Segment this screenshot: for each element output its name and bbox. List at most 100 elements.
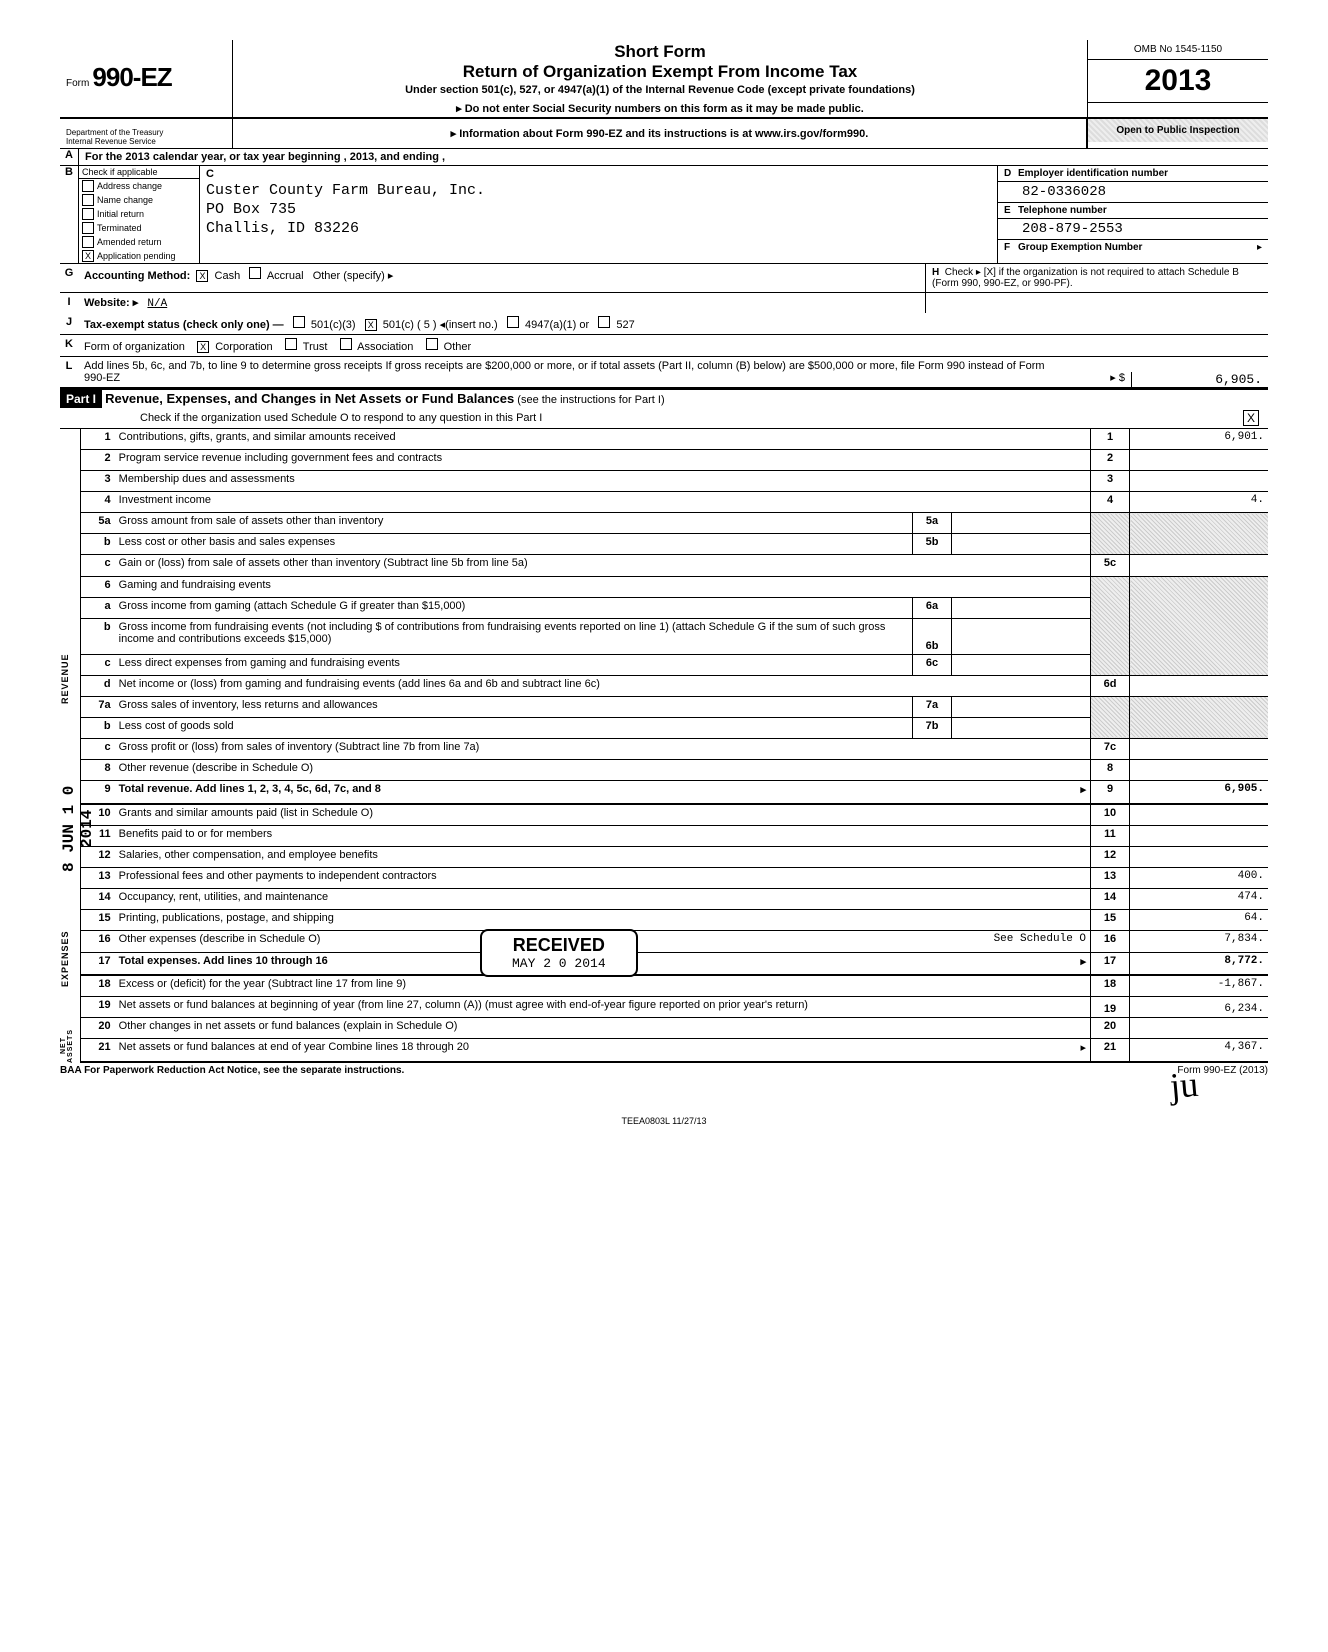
val-18: -1,867. <box>1130 975 1269 997</box>
chk-amended-return[interactable] <box>82 236 94 248</box>
chk-schedule-o[interactable]: X <box>1243 410 1259 426</box>
form-number: 990-EZ <box>92 62 171 92</box>
line-J: J Tax-exempt status (check only one) — 5… <box>60 313 1268 335</box>
letter-A: A <box>60 149 79 165</box>
part1-badge: Part I <box>60 390 102 408</box>
chk-initial-return[interactable] <box>82 208 94 220</box>
val-12 <box>1130 847 1269 868</box>
chk-cash[interactable]: X <box>196 270 208 282</box>
val-16: 7,834. <box>1130 931 1269 952</box>
line-L-arrow: ▸ $ <box>1059 368 1131 387</box>
footer: BAA For Paperwork Reduction Act Notice, … <box>60 1063 1268 1076</box>
title-box: Short Form Return of Organization Exempt… <box>233 40 1087 117</box>
chk-other-org[interactable] <box>426 338 438 350</box>
section-C: C Custer County Farm Bureau, Inc. PO Box… <box>200 166 998 263</box>
line-L-text: Add lines 5b, 6c, and 7b, to line 9 to d… <box>78 357 1059 387</box>
form-word: Form <box>66 78 89 89</box>
initials-signature: ju <box>1168 1063 1200 1107</box>
letter-J: J <box>60 313 78 334</box>
website-value: N/A <box>147 298 167 310</box>
line-L: L Add lines 5b, 6c, and 7b, to line 9 to… <box>60 357 1268 388</box>
val-4: 4. <box>1130 492 1269 513</box>
arrow-F: ▸ <box>1257 242 1262 253</box>
side-assets: NET ASSETS <box>60 1029 80 1063</box>
section-DEF: D Employer identification number 82-0336… <box>998 166 1268 263</box>
chk-501c3[interactable] <box>293 316 305 328</box>
line-K: K Form of organization X Corporation Tru… <box>60 335 1268 357</box>
chk-association[interactable] <box>340 338 352 350</box>
line-G-body: Accounting Method: X Cash Accrual Other … <box>78 264 925 292</box>
teea-code: TEEA0803L 11/27/13 <box>60 1116 1268 1126</box>
chk-corporation[interactable]: X <box>197 341 209 353</box>
val-2 <box>1130 449 1269 470</box>
part1-title: Revenue, Expenses, and Changes in Net As… <box>105 391 514 406</box>
chk-name-change[interactable] <box>82 194 94 206</box>
received-stamp: RECEIVED MAY 2 0 2014 <box>480 929 638 977</box>
val-8 <box>1130 760 1269 781</box>
part1-paren: (see the instructions for Part I) <box>517 394 664 406</box>
line-L-value: 6,905. <box>1131 372 1268 387</box>
stamp-text: RECEIVED <box>512 935 606 956</box>
org-addr1: PO Box 735 <box>206 201 991 218</box>
value-ein: 82-0336028 <box>1004 184 1106 200</box>
val-17: 8,772. <box>1130 952 1269 975</box>
val-10 <box>1130 804 1269 826</box>
line-A: A For the 2013 calendar year, or tax yea… <box>60 149 1268 166</box>
val-13: 400. <box>1130 868 1269 889</box>
check-applicable-box: Check if applicable Address change Name … <box>79 166 200 263</box>
form-990ez: Form 990-EZ Short Form Return of Organiz… <box>60 40 1268 1126</box>
val-1: 6,901. <box>1130 429 1269 449</box>
stamp-date: MAY 2 0 2014 <box>512 956 606 971</box>
chk-terminated[interactable] <box>82 222 94 234</box>
omb-number: OMB No 1545-1150 <box>1088 40 1268 60</box>
dept-treasury: Department of the Treasury <box>66 128 226 137</box>
line-GH: G Accounting Method: X Cash Accrual Othe… <box>60 264 1268 293</box>
letter-E: E <box>1004 205 1018 216</box>
label-group-exemption: Group Exemption Number <box>1018 242 1257 253</box>
part1-sub: Check if the organization used Schedule … <box>140 412 542 424</box>
val-11 <box>1130 825 1269 846</box>
title-under: Under section 501(c), 527, or 4947(a)(1)… <box>243 84 1077 96</box>
right-top-box: OMB No 1545-1150 2013 <box>1087 40 1268 117</box>
val-14: 474. <box>1130 889 1269 910</box>
val-20 <box>1130 1018 1269 1039</box>
chk-trust[interactable] <box>285 338 297 350</box>
chk-4947a1[interactable] <box>507 316 519 328</box>
line-I: I Website: ▸ N/A <box>60 293 1268 313</box>
title-main: Return of Organization Exempt From Incom… <box>243 62 1077 82</box>
form-header: Form 990-EZ Short Form Return of Organiz… <box>60 40 1268 119</box>
letter-F: F <box>1004 242 1018 253</box>
line-H: H Check ▸ [X] if the organization is not… <box>925 264 1268 292</box>
line-A-text: For the 2013 calendar year, or tax year … <box>79 149 1268 165</box>
label-phone: Telephone number <box>1018 205 1262 216</box>
chk-address-change[interactable] <box>82 180 94 192</box>
part1-header-row: Part I Revenue, Expenses, and Changes in… <box>60 388 1268 429</box>
val-6d <box>1130 675 1269 696</box>
chk-501c[interactable]: X <box>365 319 377 331</box>
bullet-ssn: ▸ Do not enter Social Security numbers o… <box>243 102 1077 115</box>
letter-D: D <box>1004 168 1018 179</box>
tax-year: 2013 <box>1088 60 1268 103</box>
chk-application-pending[interactable]: X <box>82 250 94 262</box>
org-addr2: Challis, ID 83226 <box>206 220 991 237</box>
header-row2: Department of the Treasury Internal Reve… <box>60 119 1268 149</box>
section-BCDEF: B Check if applicable Address change Nam… <box>60 166 1268 264</box>
val-7c <box>1130 739 1269 760</box>
val-5c <box>1130 555 1269 576</box>
check-applicable-header: Check if applicable <box>79 166 199 179</box>
letter-C: C <box>206 168 991 180</box>
chk-accrual[interactable] <box>249 267 261 279</box>
val-19: 6,234. <box>1130 997 1269 1018</box>
side-revenue: REVENUE <box>60 589 80 769</box>
footer-left: BAA For Paperwork Reduction Act Notice, … <box>60 1065 404 1076</box>
val-3 <box>1130 471 1269 492</box>
chk-527[interactable] <box>598 316 610 328</box>
form-id-box: Form 990-EZ <box>60 40 233 117</box>
letter-K: K <box>60 335 78 356</box>
label-ein: Employer identification number <box>1018 168 1262 179</box>
val-9: 6,905. <box>1130 781 1269 804</box>
letter-B: B <box>60 166 79 263</box>
part1-table: 1Contributions, gifts, grants, and simil… <box>81 429 1268 1063</box>
val-21: 4,367. <box>1130 1039 1269 1062</box>
open-inspection: Open to Public Inspection <box>1088 119 1268 142</box>
